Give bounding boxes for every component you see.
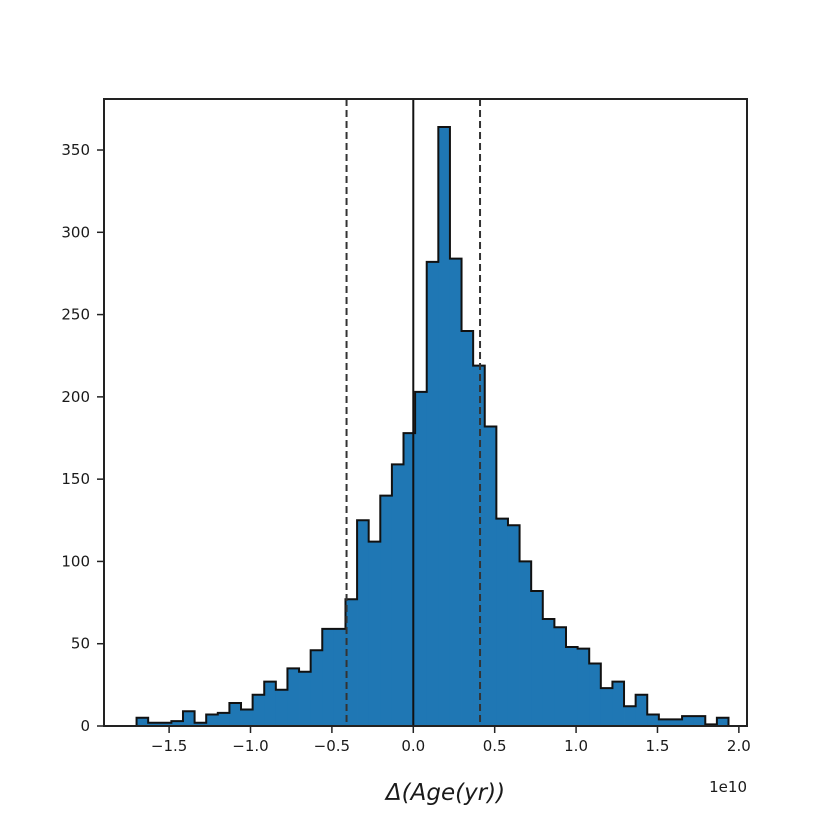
histogram-bar <box>217 712 230 726</box>
histogram-bar <box>565 647 579 726</box>
y-tick-label: 250 <box>61 306 90 324</box>
y-tick-label: 50 <box>71 635 90 653</box>
histogram-bar <box>241 709 254 726</box>
histogram-bar <box>380 495 393 726</box>
histogram-bar <box>287 668 300 726</box>
histogram-bar <box>426 261 439 726</box>
histogram-bar <box>496 518 509 726</box>
x-tick-label: 0.0 <box>401 737 425 755</box>
histogram-bar <box>159 722 172 726</box>
x-tick-label: −1.5 <box>151 737 187 755</box>
histogram-bars <box>136 126 729 726</box>
histogram-bar <box>507 525 520 726</box>
histogram-bar <box>333 628 346 726</box>
x-axis-offset-label: 1e10 <box>709 778 747 796</box>
histogram-bar <box>577 648 590 726</box>
reference-lines <box>345 99 482 726</box>
histogram-bar <box>415 391 428 726</box>
histogram-bar <box>322 628 335 726</box>
histogram-bar <box>368 541 381 726</box>
y-tick-label: 300 <box>61 223 90 241</box>
histogram-bar <box>647 714 660 726</box>
histogram-bar <box>589 663 602 726</box>
histogram-bar <box>682 716 695 726</box>
histogram-bar <box>542 619 555 726</box>
histogram-bar <box>252 694 265 726</box>
histogram-bar <box>194 722 207 726</box>
histogram-bar <box>275 689 288 726</box>
y-tick-label: 100 <box>61 552 90 570</box>
x-axis-ticks: −1.5 −1.0 −0.5 0.0 0.5 1.0 1.5 2.0 <box>151 726 751 755</box>
histogram-bar <box>148 722 161 726</box>
histogram-bar <box>182 711 195 726</box>
y-tick-label: 200 <box>61 388 90 406</box>
histogram-bar <box>391 464 404 726</box>
y-axis-ticks: 0 50 100 150 200 250 300 350 <box>61 141 104 735</box>
histogram-bar <box>658 719 671 726</box>
x-tick-label: 0.5 <box>483 737 507 755</box>
histogram-bar <box>310 650 323 726</box>
x-axis-title: Δ(Age(yr)) <box>384 780 505 806</box>
histogram-bar <box>171 721 184 726</box>
histogram-bar <box>345 599 358 726</box>
x-tick-label: −1.0 <box>232 737 268 755</box>
histogram-bar <box>136 717 149 726</box>
histogram-bar <box>554 627 567 726</box>
histogram-bar <box>635 694 648 726</box>
y-tick-label: 0 <box>80 717 90 735</box>
x-tick-label: −0.5 <box>314 737 350 755</box>
plot-frame <box>103 98 748 727</box>
histogram-bar <box>484 426 497 726</box>
x-tick-label: 2.0 <box>727 737 751 755</box>
histogram-bar <box>531 591 544 726</box>
histogram-bar <box>461 331 474 726</box>
histogram-bar <box>264 681 277 726</box>
histogram-bar <box>357 520 370 726</box>
x-tick-label: 1.0 <box>564 737 588 755</box>
histogram-bar <box>612 681 625 726</box>
histogram-bar <box>693 716 706 726</box>
histogram-bar <box>624 706 637 726</box>
histogram-bar <box>299 671 312 726</box>
histogram-outline <box>135 125 730 726</box>
y-tick-label: 350 <box>61 141 90 159</box>
histogram-bar <box>449 258 462 726</box>
histogram-bar <box>438 126 451 726</box>
histogram-bar <box>600 688 613 726</box>
histogram-bar <box>206 714 219 726</box>
x-tick-label: 1.5 <box>646 737 670 755</box>
histogram-bar <box>229 702 242 726</box>
histogram-bar <box>670 719 683 726</box>
y-tick-label: 150 <box>61 470 90 488</box>
histogram-bar <box>519 561 532 726</box>
histogram-bar <box>716 717 729 726</box>
